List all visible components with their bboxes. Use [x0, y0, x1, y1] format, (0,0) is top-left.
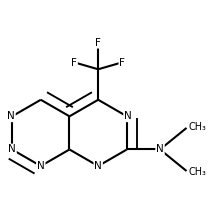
Text: F: F: [95, 38, 101, 48]
Text: N: N: [124, 111, 132, 121]
Text: F: F: [119, 58, 125, 68]
Text: N: N: [94, 161, 102, 171]
Text: N: N: [156, 144, 164, 155]
Text: F: F: [71, 58, 77, 68]
Text: N: N: [7, 111, 15, 121]
Text: CH₃: CH₃: [189, 122, 207, 132]
Text: CH₃: CH₃: [189, 167, 207, 177]
Text: N: N: [8, 144, 16, 155]
Text: N: N: [37, 161, 45, 171]
